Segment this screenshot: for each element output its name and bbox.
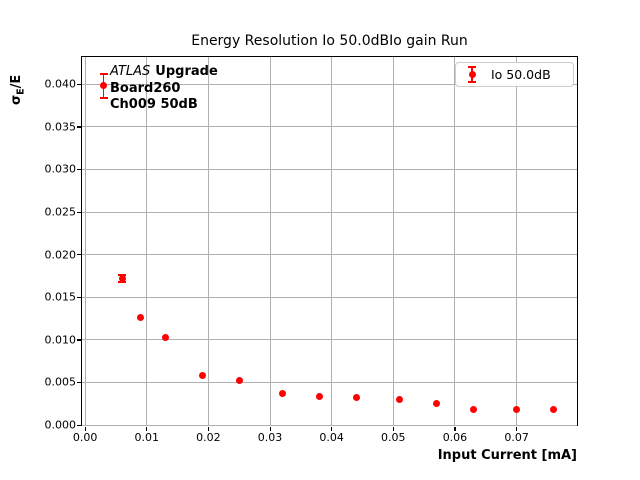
x-tick-label: 0.04 [319,431,344,444]
x-tick [454,426,456,431]
error-bar-cap [99,97,108,99]
x-tick [331,426,333,431]
x-axis-label: Input Current [mA] [437,448,577,463]
y-tick-label: 0.005 [44,375,77,389]
y-gridline [82,168,577,170]
data-point [469,406,477,414]
x-gridline [516,57,518,425]
x-tick [207,426,210,431]
data-point [137,314,145,322]
x-tick-label: 0.02 [196,431,221,444]
y-gridline [82,339,577,341]
y-tick [76,168,81,171]
data-point [513,406,521,414]
y-tick [76,339,81,341]
data-point [432,400,440,408]
y-tick [76,381,81,384]
y-gridline [82,424,577,426]
y-axis-label-subscript: E [15,88,27,95]
y-tick-label: 0.030 [44,162,77,176]
x-tick [146,426,148,431]
y-gridline [82,83,577,85]
x-tick-label: 0.07 [504,431,529,444]
data-point [278,389,286,397]
y-axis-label-rest: /E [9,74,24,89]
legend: Io 50.0dB [455,62,574,87]
y-gridline [82,254,577,256]
data-point [550,406,558,414]
annotation-experiment: ATLAS [110,64,151,79]
data-point [198,372,206,380]
plot-area [81,56,578,426]
data-point [352,394,360,402]
x-tick [516,426,518,431]
y-tick [76,424,81,426]
y-tick [76,83,81,85]
y-tick [76,211,81,213]
chart-title: Energy Resolution Io 50.0dBIo gain Run [191,33,468,49]
x-tick-label: 0.06 [442,431,468,444]
y-tick [76,126,81,128]
x-tick [392,426,394,431]
data-point [235,377,243,385]
error-bar-cap [99,73,108,75]
y-gridline [82,296,577,298]
x-tick-label: 0.03 [257,431,283,444]
y-axis-label: σE/E [9,75,27,105]
x-gridline [84,57,86,425]
y-tick-label: 0.025 [44,205,77,219]
x-tick [84,426,86,431]
data-point [395,395,403,403]
data-point [100,82,108,90]
y-tick [76,296,81,298]
x-gridline [207,57,209,425]
annotation: ATLAS Upgrade Board260 Ch009 50dB [110,64,218,114]
data-point [315,393,323,401]
x-gridline [392,57,394,425]
y-tick-label: 0.015 [44,290,77,304]
data-point [118,274,126,282]
annotation-line-2: Board260 [110,80,181,96]
x-tick-label: 0.05 [381,431,406,444]
y-tick-label: 0.000 [44,418,77,432]
y-tick-label: 0.035 [44,120,77,134]
errorbar-marker-icon [466,65,478,84]
x-gridline [331,57,333,425]
x-tick-label: 0.00 [72,431,98,444]
annotation-line-1: ATLAS Upgrade [110,64,218,81]
errorbar-dot-icon [468,71,476,78]
annotation-line-3: Ch009 50dB [110,97,198,112]
annotation-upgrade: Upgrade [155,64,218,79]
x-gridline [454,57,456,425]
y-gridline [82,381,577,383]
x-tick [269,426,271,431]
y-tick [76,254,81,256]
errorbar-bottom-cap-icon [468,81,476,83]
legend-label: Io 50.0dB [491,67,551,82]
y-tick-label: 0.020 [44,248,77,262]
y-gridline [82,126,577,128]
x-tick-label: 0.01 [134,431,159,444]
y-tick-label: 0.010 [44,333,77,347]
data-point [161,333,169,341]
x-gridline [269,57,271,425]
y-tick-label: 0.040 [44,77,77,91]
y-gridline [82,211,577,213]
x-gridline [146,57,148,425]
y-axis-label-symbol: σ [9,94,24,105]
